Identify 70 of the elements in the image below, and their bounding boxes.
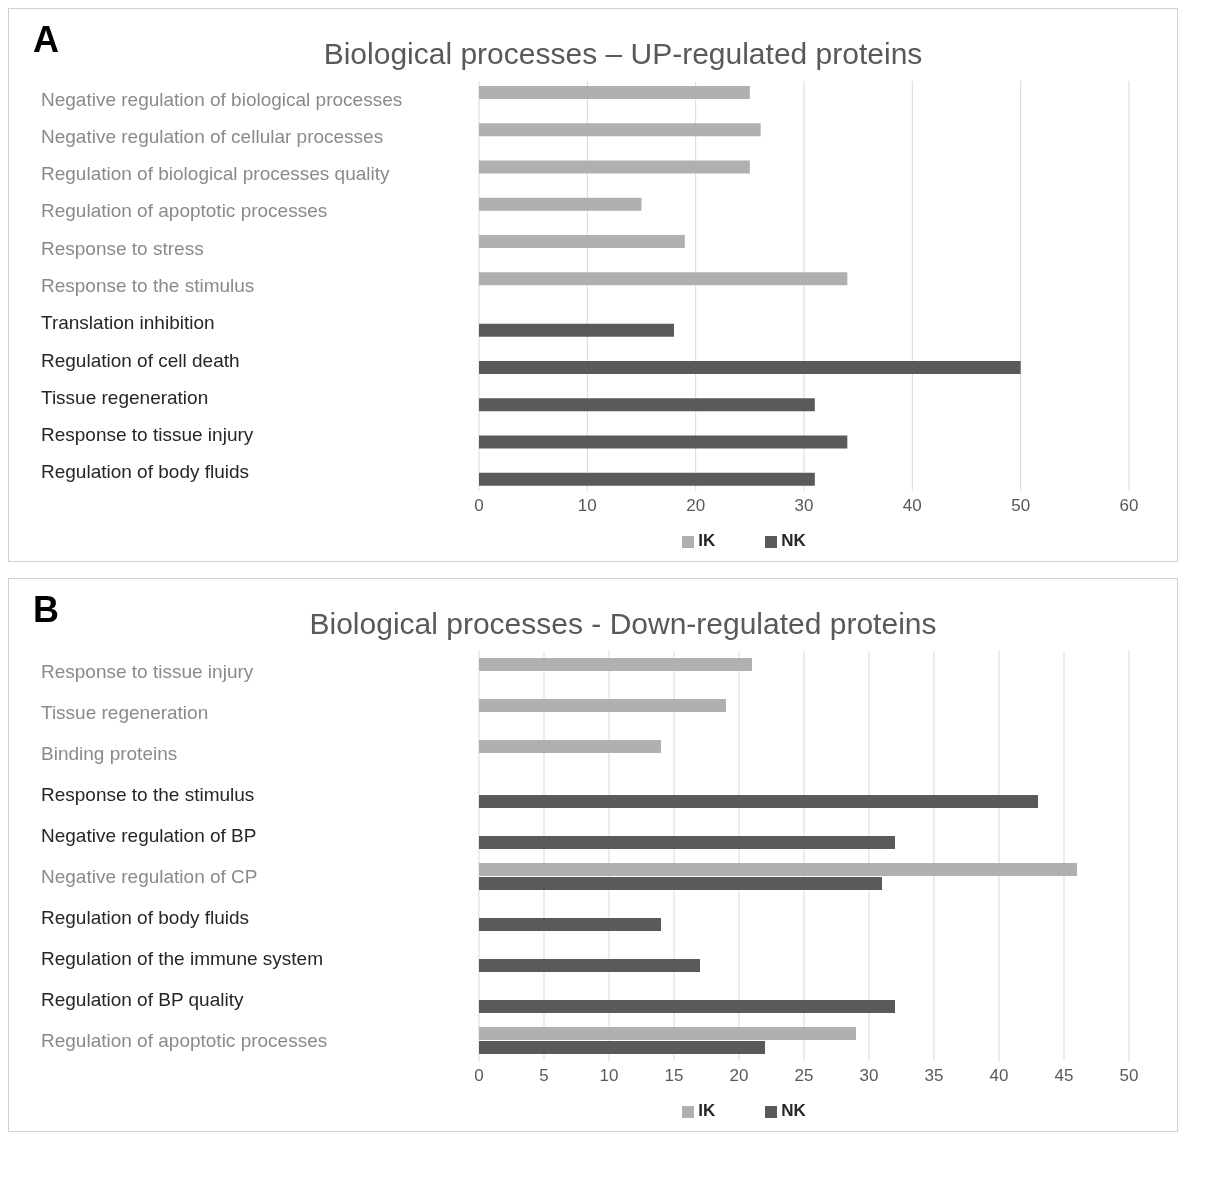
- y-tick-label: Regulation of apoptotic processes: [41, 200, 328, 222]
- bar: [479, 323, 674, 337]
- bar: [479, 197, 642, 211]
- bar: [479, 795, 1038, 808]
- y-tick-label: Response to tissue injury: [41, 424, 254, 446]
- chart-title: Biological processes – UP-regulated proteins: [322, 36, 924, 71]
- bar: [479, 1000, 895, 1013]
- x-tick-label: 50: [1011, 496, 1031, 516]
- x-tick-label: 15: [664, 1066, 684, 1086]
- bar: [479, 272, 848, 286]
- bar: [479, 472, 815, 486]
- bar: [479, 1027, 856, 1040]
- y-tick-label: Response to the stimulus: [41, 783, 255, 805]
- x-tick-label: 60: [1119, 496, 1139, 516]
- x-tick-label: 10: [599, 1066, 619, 1086]
- x-tick-label: 0: [474, 1066, 484, 1086]
- y-tick-label: Negative regulation of CP: [41, 865, 258, 887]
- x-tick-label: 20: [729, 1066, 749, 1086]
- y-tick-label: Response to the stimulus: [41, 275, 255, 296]
- bar: [479, 918, 661, 931]
- x-tick-label: 30: [859, 1066, 879, 1086]
- y-tick-label: Response to stress: [41, 237, 204, 259]
- bar: [479, 877, 882, 890]
- bar: [479, 86, 750, 99]
- bar: [479, 699, 726, 712]
- y-tick-label: Binding proteins: [41, 742, 178, 764]
- bar: [479, 398, 815, 412]
- bar: [479, 435, 848, 449]
- y-tick-label: Tissue regeneration: [41, 701, 209, 723]
- bar: [479, 959, 700, 972]
- bar: [479, 836, 895, 849]
- legend-label: NK: [781, 531, 806, 550]
- bar: [479, 863, 1077, 876]
- legend-label: IK: [698, 531, 716, 550]
- legend-label: NK: [781, 1101, 806, 1120]
- x-tick-label: 35: [924, 1066, 944, 1086]
- y-tick-label: Negative regulation of biological processes: [41, 88, 403, 110]
- y-tick-label: Regulation of BP quality: [41, 988, 244, 1010]
- bar: [479, 360, 1021, 374]
- x-tick-label: 45: [1054, 1066, 1074, 1086]
- y-tick-label: Translation inhibition: [41, 312, 215, 334]
- x-tick-label: 10: [577, 496, 597, 516]
- x-tick-label: 30: [794, 496, 814, 516]
- y-tick-label: Regulation of cell death: [41, 349, 240, 371]
- y-tick-label: Regulation of body fluids: [41, 906, 250, 928]
- chart-title: Biological processes - Down-regulated proteins: [308, 606, 938, 641]
- bar: [479, 235, 685, 249]
- text: B: [33, 589, 59, 631]
- y-tick-label: Tissue regeneration: [41, 386, 209, 408]
- y-tick-label: Regulation of body fluids: [41, 461, 250, 483]
- bar: [479, 740, 661, 753]
- y-tick-label: Negative regulation of cellular processes: [41, 125, 384, 147]
- y-tick-label: Response to tissue injury: [41, 660, 254, 682]
- text: A: [33, 19, 59, 61]
- x-tick-label: 40: [902, 496, 922, 516]
- y-tick-label: Regulation of the immune system: [41, 947, 323, 969]
- bar: [479, 1041, 765, 1054]
- x-tick-label: 25: [794, 1066, 814, 1086]
- bar: [479, 123, 761, 137]
- bar: [479, 658, 752, 671]
- y-tick-label: Negative regulation of BP: [41, 824, 257, 846]
- y-tick-label: Regulation of biological processes quality: [41, 163, 391, 185]
- x-tick-label: 5: [539, 1066, 549, 1086]
- legend-label: IK: [698, 1101, 716, 1120]
- y-tick-label: Regulation of apoptotic processes: [41, 1029, 328, 1051]
- x-tick-label: 20: [686, 496, 706, 516]
- x-tick-label: 50: [1119, 1066, 1139, 1086]
- x-tick-label: 0: [474, 496, 484, 516]
- x-tick-label: 40: [989, 1066, 1009, 1086]
- bar: [479, 160, 750, 174]
